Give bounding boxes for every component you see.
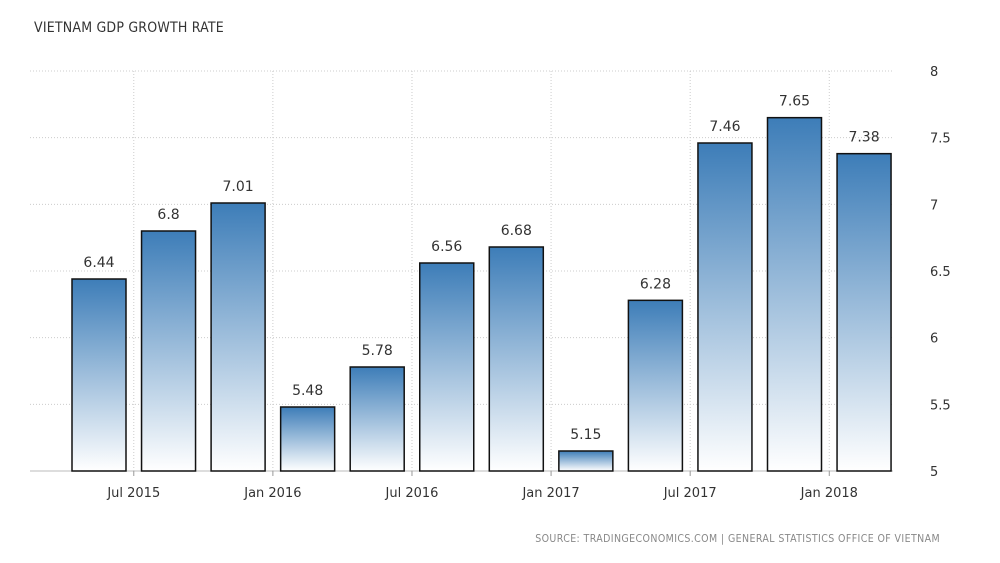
bar-value-label: 6.44 bbox=[83, 255, 114, 271]
y-tick-label: 5.5 bbox=[930, 398, 951, 413]
bar bbox=[697, 142, 753, 472]
bar bbox=[766, 116, 823, 472]
bar bbox=[836, 152, 892, 472]
x-tick-label: Jan 2016 bbox=[243, 486, 301, 501]
x-tick-label: Jul 2017 bbox=[663, 486, 717, 501]
bar-series bbox=[71, 116, 892, 472]
y-tick-label: 6 bbox=[930, 332, 938, 347]
y-tick-label: 5 bbox=[930, 465, 938, 480]
bar-value-label: 7.65 bbox=[779, 94, 810, 110]
bar-value-label: 6.68 bbox=[501, 223, 532, 239]
x-tick-label: Jan 2018 bbox=[800, 486, 858, 501]
y-tick-label: 7.5 bbox=[930, 132, 951, 147]
bar bbox=[279, 406, 336, 472]
bar-value-label: 6.28 bbox=[640, 276, 671, 292]
bar bbox=[349, 366, 405, 472]
bar-value-label: 7.46 bbox=[709, 119, 740, 135]
y-axis-ticks: 5 5.5 6 6.5 7 7.5 8 bbox=[930, 65, 951, 480]
bar bbox=[419, 262, 475, 472]
chart-source: SOURCE: TRADINGECONOMICS.COM | GENERAL S… bbox=[535, 533, 940, 545]
y-tick-label: 7 bbox=[930, 198, 938, 213]
bar-value-label: 5.15 bbox=[570, 427, 601, 443]
y-tick-label: 8 bbox=[930, 65, 938, 80]
chart-title: VIETNAM GDP GROWTH RATE bbox=[34, 20, 224, 36]
value-labels: 6.44 6.8 7.01 5.48 5.78 6.56 6.68 5.15 6.28 7.46 7… bbox=[83, 94, 879, 443]
bar bbox=[210, 202, 266, 472]
bar bbox=[140, 230, 197, 472]
x-tick-label: Jul 2016 bbox=[385, 486, 439, 501]
bar-value-label: 5.48 bbox=[292, 383, 323, 399]
bar bbox=[627, 299, 684, 472]
bar-value-label: 6.8 bbox=[157, 207, 179, 223]
bar-value-label: 7.38 bbox=[848, 130, 879, 146]
bar-value-label: 5.78 bbox=[362, 343, 393, 359]
x-axis-ticks: Jul 2015 Jan 2016 Jul 2016 Jan 2017 Jul 2017… bbox=[106, 471, 858, 501]
x-tick-label: Jan 2017 bbox=[521, 486, 579, 501]
x-tick-label: Jul 2015 bbox=[106, 486, 160, 501]
bar bbox=[71, 278, 127, 472]
bar bbox=[558, 450, 614, 472]
bar-value-label: 6.56 bbox=[431, 239, 462, 255]
bar bbox=[488, 246, 545, 472]
y-tick-label: 6.5 bbox=[930, 265, 951, 280]
bar-value-label: 7.01 bbox=[223, 179, 254, 195]
